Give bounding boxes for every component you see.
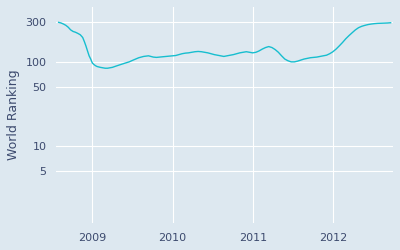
Y-axis label: World Ranking: World Ranking xyxy=(7,70,20,160)
